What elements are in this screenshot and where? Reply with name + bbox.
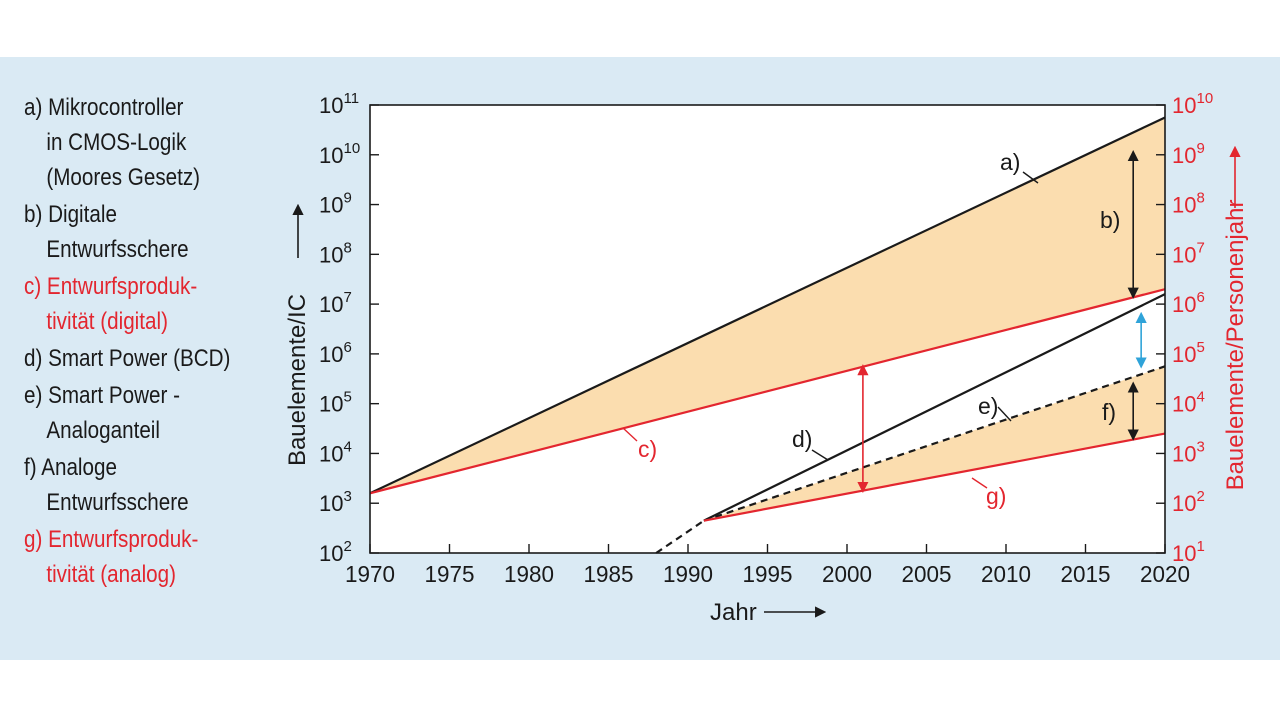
- x-tick-label: 2000: [822, 561, 872, 587]
- y-right-tick-exponent: 8: [1196, 190, 1204, 207]
- y-left-tick-exponent: 3: [343, 488, 351, 505]
- series-line: [369, 116, 1166, 495]
- y-left-tick-label: 104: [319, 438, 352, 466]
- y-right-tick-label: 1010: [1172, 90, 1213, 118]
- series-line: [369, 288, 1166, 495]
- legend: a) Mikrocontroller in CMOS-Logik (Moores G…: [24, 90, 230, 594]
- legend-line: tivität (analog): [46, 561, 177, 588]
- y-left-tick-exponent: 8: [343, 239, 351, 256]
- y-right-tick-label: 103: [1172, 438, 1205, 466]
- y-left-tick-exponent: 5: [343, 389, 351, 406]
- series-label-leader: [1022, 171, 1039, 184]
- y-left-tick-label: 105: [319, 389, 352, 417]
- series-label: f): [1102, 399, 1116, 425]
- y-right-tick-exponent: 6: [1196, 289, 1204, 306]
- y-right-tick-label: 106: [1172, 289, 1205, 317]
- series-label: a): [1000, 149, 1020, 175]
- y-right-tick-label: 102: [1172, 488, 1205, 516]
- x-tick-label: 1980: [504, 561, 554, 587]
- y-right-tick-exponent: 7: [1196, 239, 1204, 256]
- series-line: [703, 365, 1166, 522]
- y-right-tick-exponent: 4: [1196, 389, 1204, 406]
- x-tick-label: 1975: [425, 561, 475, 587]
- y-left-tick-exponent: 6: [343, 339, 351, 356]
- y-right-tick-exponent: 3: [1196, 438, 1204, 455]
- legend-line: Entwurfsschere: [46, 236, 189, 263]
- y-left-tick-label: 106: [319, 339, 352, 367]
- y-left-tick-label: 108: [319, 239, 352, 267]
- x-tick-label: 2015: [1061, 561, 1111, 587]
- y-right-tick-label: 107: [1172, 239, 1205, 267]
- series-label-leader: [971, 477, 988, 489]
- y-right-tick-exponent: 2: [1196, 488, 1204, 505]
- legend-item: c) Entwurfsproduk-tivität (digital): [24, 269, 230, 339]
- y-right-tick-label: 105: [1172, 339, 1205, 367]
- legend-line: a) Mikrocontroller: [24, 94, 184, 121]
- y-left-tick-label: 1010: [319, 140, 360, 168]
- y-left-tick-label: 109: [319, 190, 352, 218]
- y-right-tick-exponent: 5: [1196, 339, 1204, 356]
- series-line: [703, 293, 1166, 522]
- y-right-tick-exponent: 1: [1196, 538, 1204, 555]
- x-tick-label: 1970: [345, 561, 395, 587]
- y-right-tick-label: 108: [1172, 190, 1205, 218]
- legend-item: a) Mikrocontroller in CMOS-Logik (Moores G…: [24, 90, 230, 195]
- y-left-axis-label: Bauelemente/IC: [284, 294, 311, 466]
- y-left-tick-label: 1011: [319, 90, 359, 118]
- y-left-tick-exponent: 7: [343, 289, 351, 306]
- legend-item: g) Entwurfsproduk-tivität (analog): [24, 522, 230, 592]
- x-tick-label: 1990: [663, 561, 713, 587]
- y-left-tick-exponent: 11: [343, 90, 359, 107]
- y-right-tick-label: 101: [1172, 538, 1205, 566]
- legend-line: (Moores Gesetz): [46, 164, 201, 191]
- y-right-tick-label: 109: [1172, 140, 1205, 168]
- y-left-tick-label: 103: [319, 488, 352, 516]
- legend-line: e) Smart Power -: [24, 382, 180, 409]
- series-label-leader: [997, 406, 1012, 422]
- legend-line: b) Digitale: [24, 201, 117, 228]
- y-left-tick-exponent: 4: [343, 438, 351, 455]
- y-left-tick-exponent: 9: [343, 190, 351, 207]
- legend-line: in CMOS-Logik: [46, 129, 187, 156]
- y-right-tick-label: 104: [1172, 389, 1205, 417]
- legend-item: d) Smart Power (BCD): [24, 341, 230, 376]
- legend-line: tivität (digital): [46, 308, 168, 335]
- legend-line: f) Analoge: [24, 454, 117, 481]
- series-label-leader: [811, 449, 829, 461]
- legend-line: Entwurfsschere: [46, 489, 189, 516]
- series-label: e): [978, 393, 998, 419]
- x-tick-label: 1995: [743, 561, 793, 587]
- legend-line: c) Entwurfsproduk-: [24, 273, 198, 300]
- y-left-tick-label: 107: [319, 289, 352, 317]
- legend-item: f) Analoge Entwurfsschere: [24, 450, 230, 520]
- y-right-axis-label: Bauelemente/Personenjahr: [1222, 200, 1249, 491]
- x-tick-label: 2005: [902, 561, 952, 587]
- legend-item: b) Digitale Entwurfsschere: [24, 197, 230, 267]
- series-line: [655, 519, 705, 554]
- legend-item: e) Smart Power - Analoganteil: [24, 378, 230, 448]
- series-label: d): [792, 426, 812, 452]
- series-label-leader: [622, 427, 638, 442]
- legend-line: g) Entwurfsproduk-: [24, 526, 199, 553]
- series-label: c): [638, 436, 657, 462]
- y-right-tick-exponent: 10: [1196, 90, 1213, 107]
- y-left-tick-exponent: 10: [343, 140, 360, 157]
- legend-line: d) Smart Power (BCD): [24, 345, 231, 372]
- legend-line: Analoganteil: [46, 417, 160, 444]
- x-axis-label: Jahr: [710, 599, 757, 626]
- series-label: b): [1100, 207, 1120, 233]
- y-left-tick-exponent: 2: [343, 538, 351, 555]
- series-line: [703, 432, 1166, 522]
- series-label: g): [986, 483, 1006, 509]
- x-tick-label: 1985: [584, 561, 634, 587]
- y-right-tick-exponent: 9: [1196, 140, 1204, 157]
- x-tick-label: 2020: [1140, 561, 1190, 587]
- x-tick-label: 2010: [981, 561, 1031, 587]
